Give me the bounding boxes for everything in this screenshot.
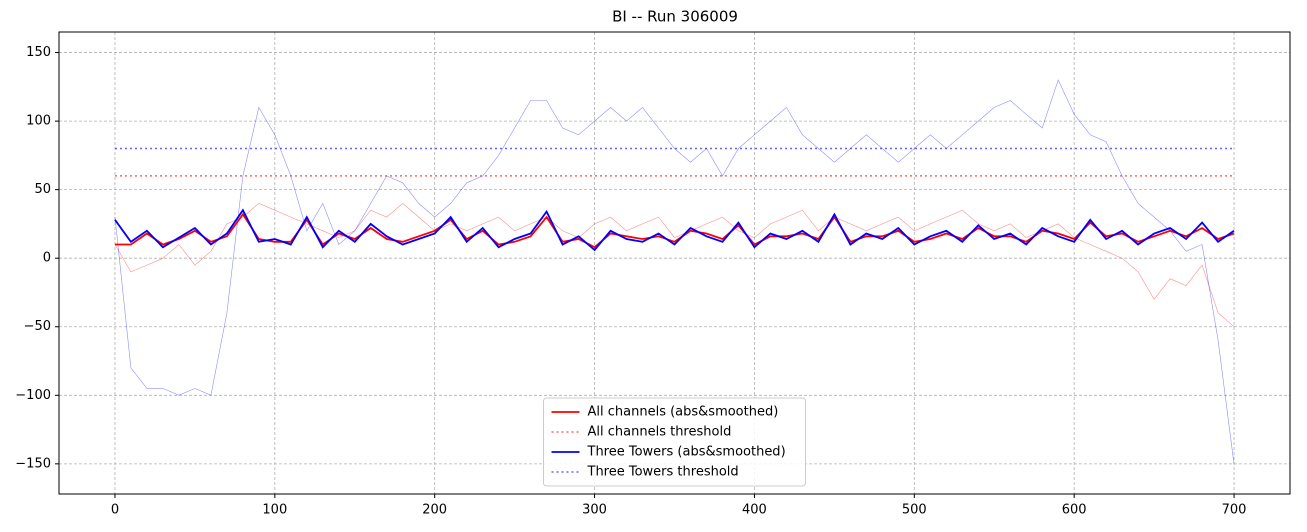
plot-frame xyxy=(58,31,1291,495)
x-tick-label: 200 xyxy=(422,503,447,518)
y-tick-label: 50 xyxy=(34,182,51,197)
x-tick-label: 0 xyxy=(111,503,119,518)
y-tick-label: 150 xyxy=(26,45,51,60)
x-tick-label: 700 xyxy=(1222,503,1247,518)
x-tick-label: 300 xyxy=(582,503,607,518)
y-tick-label: −50 xyxy=(24,319,51,334)
chart-title: BI -- Run 306009 xyxy=(612,8,738,26)
legend-label: All channels (abs&smoothed) xyxy=(588,405,779,420)
x-tick-label: 100 xyxy=(262,503,287,518)
y-tick-label: 0 xyxy=(43,251,51,266)
y-tick-label: 100 xyxy=(26,114,51,129)
legend: All channels (abs&smoothed) All channels … xyxy=(543,397,806,487)
series-line xyxy=(114,203,1235,327)
y-tick-label: −100 xyxy=(15,388,51,403)
series-line xyxy=(114,208,1235,252)
x-tick-label: 500 xyxy=(902,503,927,518)
legend-label: Three Towers threshold xyxy=(587,465,739,480)
x-tick-label: 600 xyxy=(1062,503,1087,518)
x-tick-label: 400 xyxy=(742,503,767,518)
legend-label: All channels threshold xyxy=(588,425,732,440)
series-line xyxy=(114,79,1235,464)
y-tick-label: −150 xyxy=(15,456,51,471)
legend-box xyxy=(543,397,806,487)
legend-label: Three Towers (abs&smoothed) xyxy=(587,445,786,460)
